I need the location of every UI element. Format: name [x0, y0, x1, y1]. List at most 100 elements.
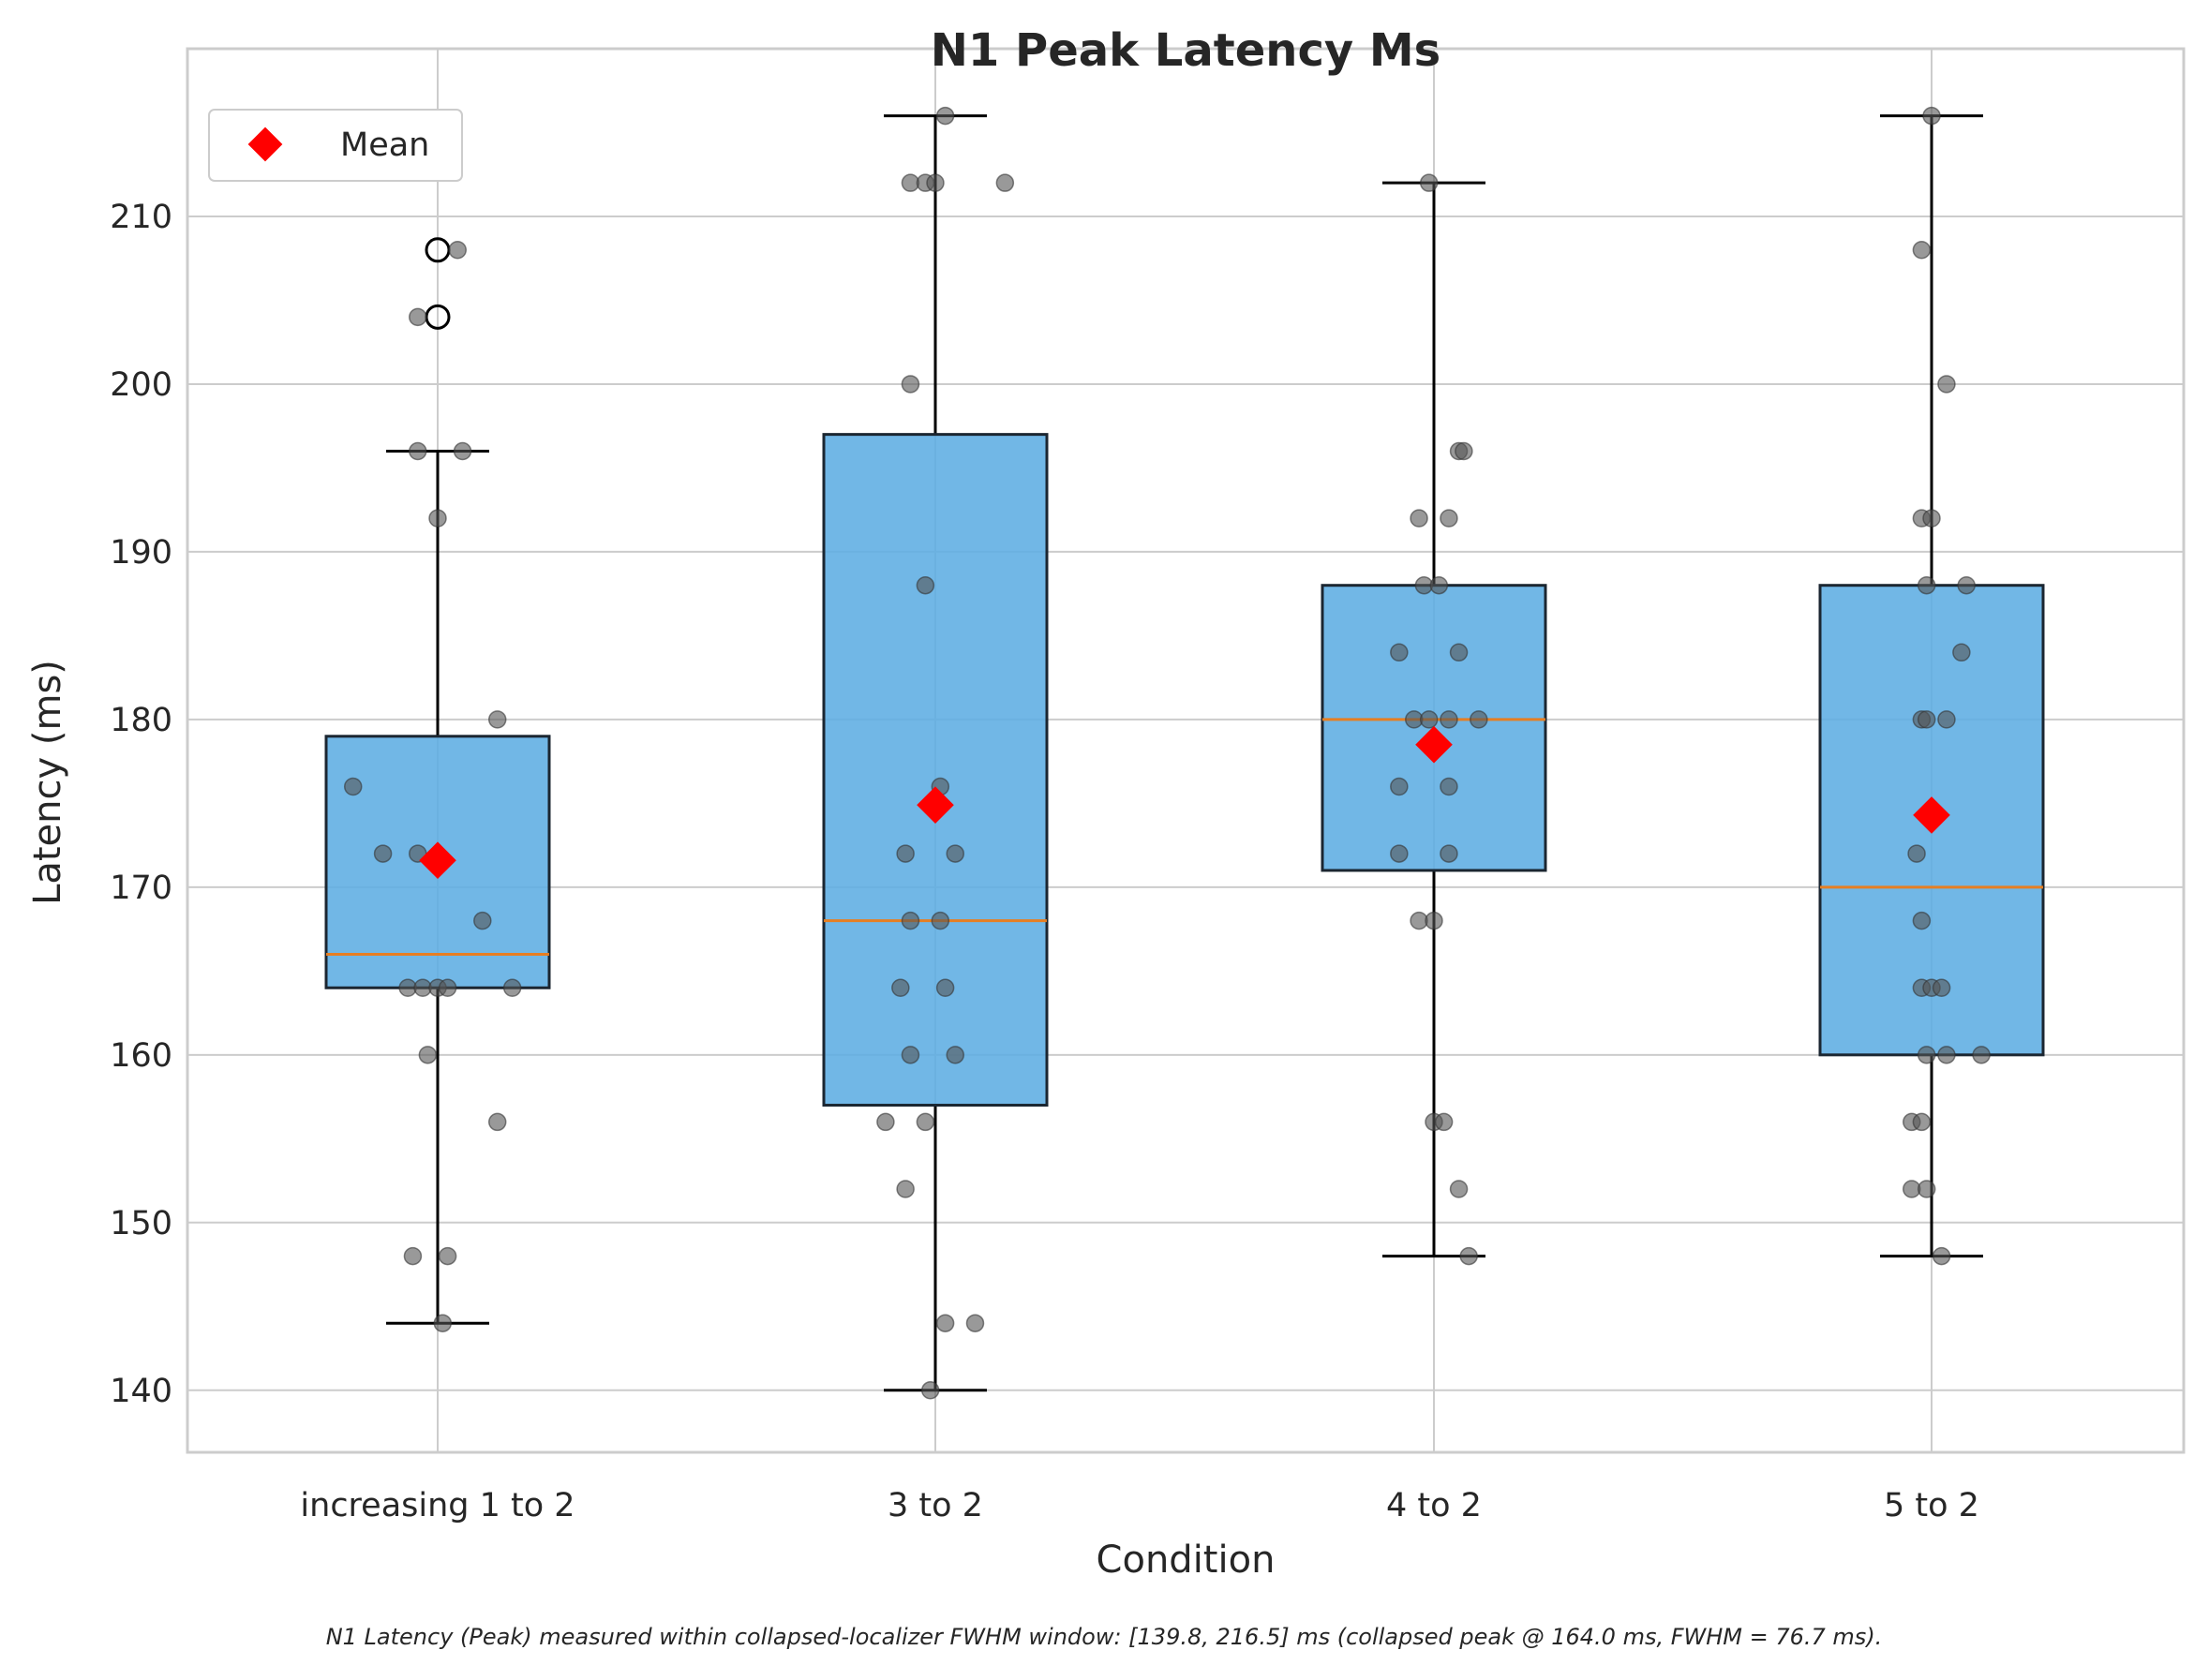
data-point [403, 1246, 423, 1266]
data-point [926, 173, 945, 192]
y-tick-label: 140 [110, 1373, 172, 1410]
data-point [1912, 911, 1932, 930]
data-point [418, 1046, 438, 1064]
data-point [1440, 509, 1458, 528]
data-point [409, 441, 427, 461]
data-point [373, 844, 393, 863]
data-point [1390, 643, 1409, 662]
data-point [1932, 1246, 1951, 1266]
data-point [931, 911, 950, 930]
y-tick-label: 210 [110, 199, 172, 236]
data-point [1440, 777, 1458, 796]
data-point [1470, 710, 1488, 729]
data-point [891, 978, 910, 997]
mean-marker [1415, 725, 1453, 764]
data-point [920, 1381, 940, 1400]
mean-marker [419, 841, 456, 880]
box-series [324, 114, 2045, 1392]
y-tick-label: 160 [110, 1037, 172, 1075]
data-point [1912, 1112, 1932, 1132]
data-point [1917, 575, 1936, 595]
y-axis-label: Latency (ms) [26, 660, 69, 905]
y-tick-label: 180 [110, 702, 172, 739]
legend-mean-marker [247, 126, 283, 162]
data-point [1434, 1112, 1454, 1132]
plot-frame [186, 47, 2186, 1454]
data-point [1907, 844, 1926, 863]
x-tick-label: 5 to 2 [1884, 1487, 1979, 1524]
legend-mean-label: Mean [340, 126, 429, 164]
data-point [965, 1314, 985, 1332]
data-point [901, 1046, 920, 1064]
data-point [438, 978, 457, 997]
data-point [946, 844, 964, 863]
x-tick-label: 4 to 2 [1386, 1487, 1482, 1524]
data-point [1449, 1180, 1469, 1198]
data-point [1917, 1180, 1936, 1198]
data-point [1410, 509, 1428, 528]
mean-marker [1913, 796, 1950, 834]
data-point [1952, 643, 1971, 662]
data-point [935, 978, 955, 997]
data-point [1419, 173, 1439, 192]
box-2 [822, 114, 1049, 1392]
box-iqr [822, 433, 1049, 1108]
data-point [1459, 1246, 1478, 1266]
y-tick-labels: 140 150 160 170 180 190 200 210 [110, 199, 172, 1410]
data-point [1937, 710, 1956, 729]
data-point [487, 710, 507, 729]
data-point [1449, 643, 1469, 662]
data-point [1957, 575, 1976, 595]
data-point [1440, 710, 1458, 729]
legend: Mean [208, 109, 463, 182]
x-axis-label: Condition [1097, 1539, 1276, 1582]
data-point [428, 509, 447, 528]
data-point [935, 1314, 955, 1332]
data-point [896, 844, 915, 863]
data-point [1972, 1046, 1991, 1064]
data-point [901, 375, 920, 394]
data-point [916, 1112, 935, 1132]
data-point [1937, 375, 1956, 394]
data-point [453, 441, 472, 461]
data-point [901, 911, 920, 930]
data-point [916, 575, 935, 595]
data-point [487, 1112, 507, 1132]
data-point [1932, 978, 1951, 997]
data-point [1390, 844, 1409, 863]
x-tick-label: increasing 1 to 2 [300, 1487, 575, 1524]
data-point [1917, 710, 1936, 729]
data-point [409, 307, 427, 327]
data-point [1425, 911, 1443, 930]
data-point [896, 1180, 915, 1198]
data-point [1455, 441, 1473, 461]
y-tick-label: 150 [110, 1205, 172, 1242]
x-tick-label: 3 to 2 [888, 1487, 983, 1524]
y-tick-label: 190 [110, 534, 172, 572]
chart-title: N1 Peak Latency Ms [931, 24, 1440, 77]
y-tick-label: 170 [110, 870, 172, 907]
data-point [473, 911, 492, 930]
data-point [1390, 777, 1409, 796]
data-point [1440, 844, 1458, 863]
data-point [343, 777, 363, 796]
data-point [448, 241, 467, 260]
data-point [1429, 575, 1449, 595]
data-point [1419, 710, 1439, 729]
data-point [1922, 509, 1941, 528]
data-point [438, 1246, 457, 1266]
data-point [433, 1314, 453, 1332]
x-tick-labels: increasing 1 to 2 3 to 2 4 to 2 5 to 2 [300, 1487, 1979, 1524]
data-point [1912, 241, 1932, 260]
data-point [1922, 106, 1941, 126]
data-point [935, 106, 955, 126]
y-tick-label: 200 [110, 366, 172, 404]
data-point [995, 173, 1015, 192]
data-point [876, 1112, 895, 1132]
mean-marker [917, 786, 954, 824]
mean-markers [419, 725, 1950, 880]
data-points [343, 106, 1991, 1400]
footnote-caption: N1 Latency (Peak) measured within collap… [326, 1624, 1883, 1650]
data-point [1917, 1046, 1936, 1064]
